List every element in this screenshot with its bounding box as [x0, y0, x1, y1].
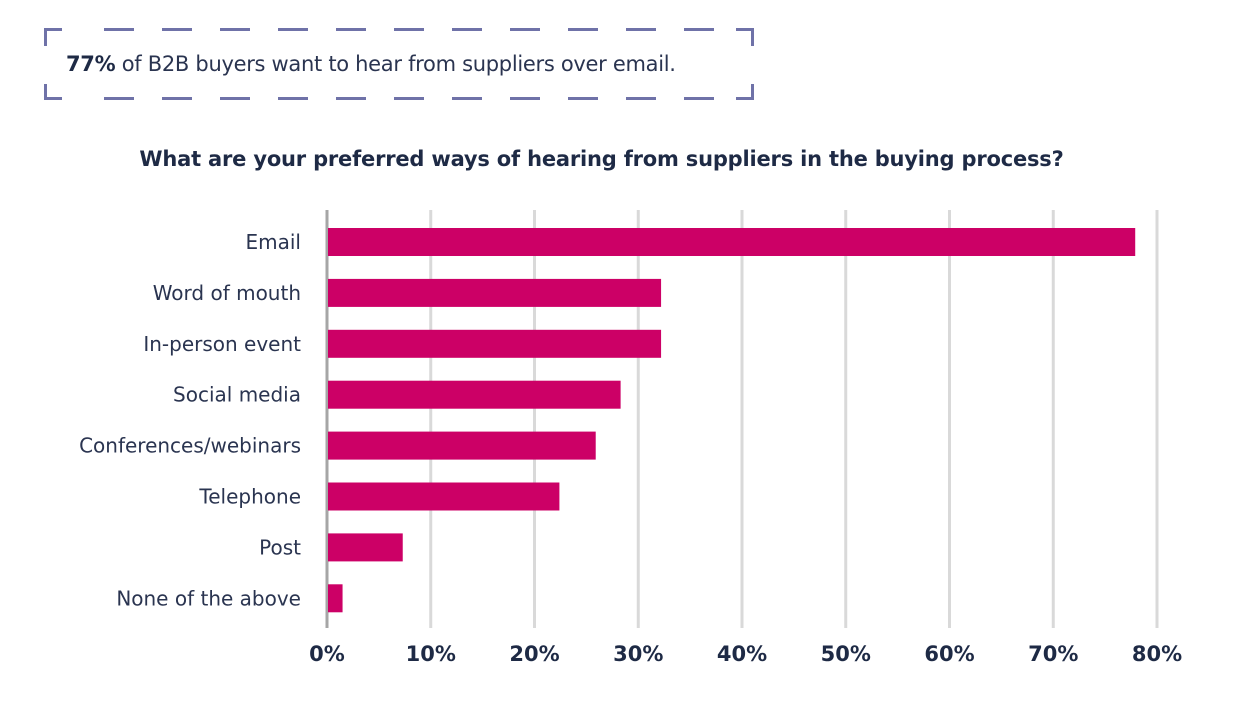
bar-social-media — [328, 380, 621, 409]
category-label: None of the above — [116, 586, 301, 610]
callout-text: 77% of B2B buyers want to hear from supp… — [66, 52, 676, 76]
category-label: In-person event — [143, 332, 301, 356]
category-label: Email — [246, 230, 302, 254]
bar-email — [328, 228, 1136, 256]
bar-conferences-webinars — [328, 431, 596, 460]
category-label: Telephone — [198, 485, 301, 509]
callout-body: of B2B buyers want to hear from supplier… — [115, 52, 676, 76]
x-tick-label: 80% — [1132, 642, 1182, 666]
bar-none-of-the-above — [328, 584, 343, 613]
callout-highlight: 77% — [66, 52, 116, 76]
category-label: Conferences/webinars — [79, 434, 301, 458]
x-tick-label: 50% — [821, 642, 871, 666]
x-tick-label: 20% — [509, 642, 559, 666]
x-tick-label: 10% — [406, 642, 456, 666]
x-tick-label: 0% — [309, 642, 345, 666]
category-label: Social media — [173, 383, 301, 407]
x-tick-label: 70% — [1028, 642, 1078, 666]
callout-dashed-border — [44, 28, 754, 100]
category-label: Word of mouth — [153, 281, 301, 305]
category-label: Post — [259, 535, 301, 559]
chart-title: What are your preferred ways of hearing … — [139, 147, 1064, 171]
bar-word-of-mouth — [328, 278, 662, 307]
bar-post — [328, 533, 403, 562]
bar-telephone — [328, 482, 560, 511]
x-tick-label: 30% — [613, 642, 663, 666]
bar-in-person-event — [328, 329, 662, 358]
x-tick-label: 40% — [717, 642, 767, 666]
x-tick-label: 60% — [924, 642, 974, 666]
